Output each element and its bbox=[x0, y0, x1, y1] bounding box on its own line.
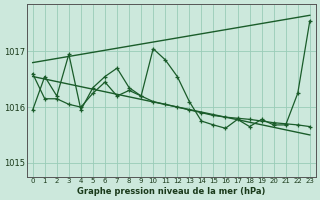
X-axis label: Graphe pression niveau de la mer (hPa): Graphe pression niveau de la mer (hPa) bbox=[77, 187, 266, 196]
